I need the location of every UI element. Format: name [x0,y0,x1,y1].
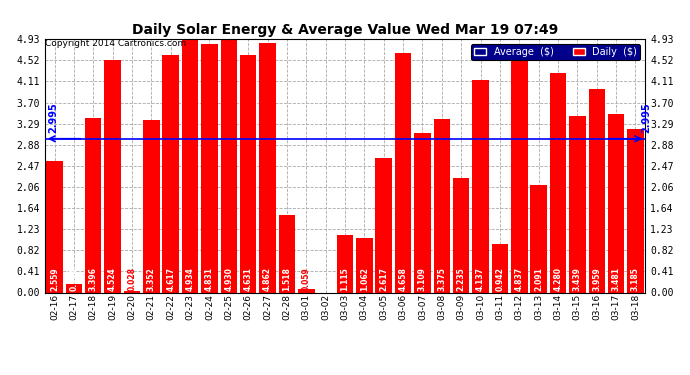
Bar [375,158,392,292]
Text: 4.137: 4.137 [476,267,485,291]
Text: 3.375: 3.375 [437,268,446,291]
Text: 0.059: 0.059 [302,268,310,291]
Text: 2.235: 2.235 [457,268,466,291]
Bar [66,284,82,292]
Text: 1.115: 1.115 [340,268,350,291]
Bar [473,80,489,292]
Text: 1.518: 1.518 [282,268,291,291]
Bar [182,39,198,292]
Text: 0.164: 0.164 [70,268,79,291]
Text: 3.439: 3.439 [573,268,582,291]
Text: Copyright 2014 Cartronics.com: Copyright 2014 Cartronics.com [45,39,186,48]
Bar [337,235,353,292]
Bar [453,178,469,292]
Text: 3.959: 3.959 [592,268,601,291]
Bar [104,60,121,292]
Text: 3.185: 3.185 [631,268,640,291]
Bar [356,238,373,292]
Bar [414,133,431,292]
Bar [201,45,217,292]
Text: 2.559: 2.559 [50,268,59,291]
Bar [531,185,547,292]
Bar [511,44,528,292]
Bar [589,89,605,292]
Text: 3.352: 3.352 [147,268,156,291]
Text: 4.831: 4.831 [205,267,214,291]
Text: 4.930: 4.930 [224,268,233,291]
Title: Daily Solar Energy & Average Value Wed Mar 19 07:49: Daily Solar Energy & Average Value Wed M… [132,23,558,37]
Bar [46,161,63,292]
Text: 4.837: 4.837 [515,267,524,291]
Bar [162,56,179,292]
Bar [298,290,315,292]
Text: 4.524: 4.524 [108,268,117,291]
Bar [259,43,276,292]
Text: 2.995: 2.995 [49,102,59,133]
Bar [569,116,586,292]
Bar [550,73,566,292]
Bar [433,119,450,292]
Text: 1.062: 1.062 [360,268,369,291]
Text: 4.280: 4.280 [553,267,562,291]
Text: 4.862: 4.862 [263,267,272,291]
Text: 3.481: 3.481 [611,267,620,291]
Text: 3.109: 3.109 [418,268,427,291]
Bar [627,129,644,292]
Text: 3.396: 3.396 [89,268,98,291]
Bar [221,39,237,292]
Text: 0.028: 0.028 [128,267,137,291]
Text: 2.091: 2.091 [534,268,543,291]
Bar [608,114,624,292]
Text: 0.942: 0.942 [495,268,504,291]
Bar [492,244,508,292]
Text: 4.617: 4.617 [166,267,175,291]
Bar [124,291,140,292]
Bar [143,120,159,292]
Text: 2.617: 2.617 [380,267,388,291]
Bar [279,214,295,292]
Bar [240,55,257,292]
Bar [85,118,101,292]
Text: 4.631: 4.631 [244,268,253,291]
Text: 4.658: 4.658 [399,268,408,291]
Text: 4.934: 4.934 [186,268,195,291]
Bar [395,53,411,292]
Legend: Average  ($), Daily  ($): Average ($), Daily ($) [471,44,640,60]
Text: 2.995: 2.995 [641,102,651,133]
